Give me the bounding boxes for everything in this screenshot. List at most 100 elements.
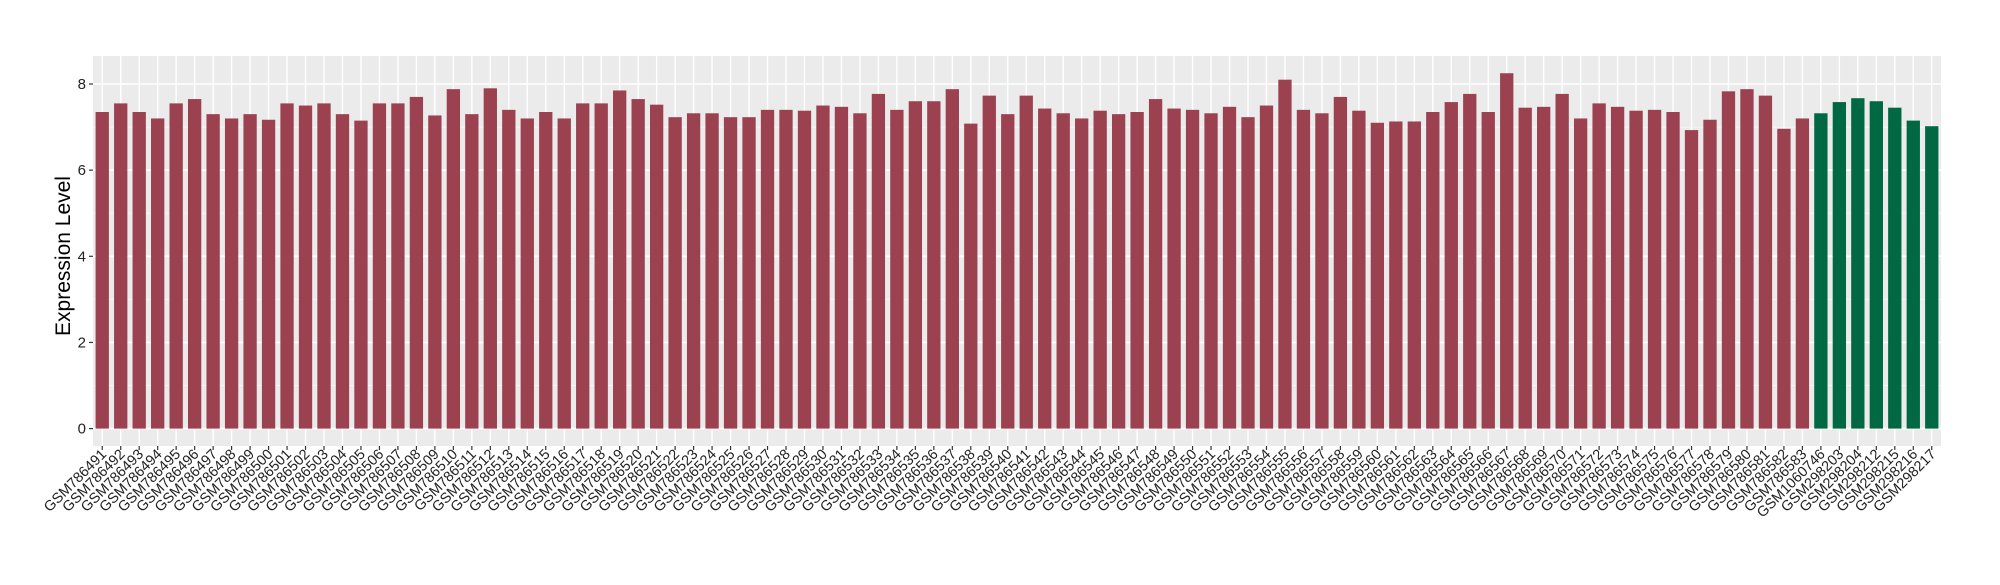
bar-GSM786528 — [779, 109, 793, 429]
bar-GSM298216 — [1906, 120, 1920, 429]
bar-GSM786581 — [1758, 95, 1773, 429]
x-axis: GSM786491GSM786492GSM786493GSM786494GSM7… — [41, 446, 1940, 521]
bar-GSM786539 — [982, 95, 996, 429]
bar-GSM786520 — [631, 99, 645, 429]
bar-GSM786552 — [1222, 106, 1237, 429]
bar-GSM786491 — [95, 111, 109, 429]
y-tick-label: 8 — [78, 76, 86, 93]
bar-GSM786570 — [1555, 93, 1569, 429]
bar-GSM786499 — [243, 114, 257, 429]
bar-GSM786526 — [742, 117, 756, 429]
bar-GSM786501 — [280, 103, 294, 429]
bar-GSM786505 — [354, 120, 368, 429]
bar-GSM786500 — [261, 119, 276, 429]
bar-GSM298212 — [1869, 101, 1883, 429]
bar-GSM786568 — [1518, 107, 1532, 429]
bar-GSM786519 — [613, 90, 627, 429]
bar-GSM786527 — [760, 109, 775, 429]
bar-GSM786579 — [1721, 91, 1736, 429]
bar-GSM786557 — [1315, 113, 1329, 429]
bar-GSM298204 — [1851, 98, 1865, 429]
bar-GSM1060746 — [1814, 113, 1828, 429]
bar-GSM786558 — [1333, 96, 1348, 429]
bar-GSM786561 — [1389, 121, 1403, 429]
bar-GSM786583 — [1795, 118, 1810, 429]
y-axis: 0 2 4 6 8 — [78, 76, 93, 438]
bar-GSM786494 — [151, 118, 165, 429]
bar-GSM786524 — [705, 113, 719, 429]
bar-GSM786534 — [890, 109, 904, 429]
bar-GSM786508 — [409, 96, 424, 429]
bar-GSM786503 — [317, 103, 331, 429]
bar-GSM786533 — [871, 93, 886, 429]
bar-GSM786497 — [206, 114, 220, 429]
bar-GSM786522 — [668, 117, 682, 429]
bar-GSM786566 — [1481, 111, 1495, 429]
bar-GSM786498 — [224, 118, 239, 429]
bar-GSM786504 — [335, 114, 350, 429]
bar-GSM786518 — [594, 103, 608, 429]
bar-GSM786513 — [502, 109, 516, 429]
bar-GSM786544 — [1075, 118, 1089, 429]
bars — [95, 73, 1939, 429]
bar-GSM786567 — [1500, 73, 1514, 429]
bar-GSM786577 — [1684, 130, 1699, 429]
bar-GSM786562 — [1407, 121, 1421, 429]
bar-GSM786550 — [1185, 109, 1200, 429]
bar-GSM786502 — [298, 105, 313, 429]
bar-GSM786530 — [816, 105, 830, 429]
bar-GSM786543 — [1056, 113, 1070, 429]
bar-GSM786554 — [1259, 105, 1274, 429]
bar-GSM786563 — [1426, 111, 1440, 429]
bar-GSM786507 — [391, 103, 405, 429]
bar-GSM786572 — [1592, 103, 1606, 429]
bar-GSM786575 — [1647, 109, 1662, 429]
bar-GSM786538 — [964, 123, 978, 429]
bar-GSM786578 — [1703, 119, 1717, 429]
y-axis-title: Expression Level — [52, 176, 75, 336]
bar-GSM786516 — [557, 118, 571, 429]
bar-GSM786548 — [1148, 99, 1163, 429]
bar-GSM786553 — [1241, 117, 1255, 429]
bar-GSM786555 — [1278, 79, 1292, 429]
bar-GSM786537 — [945, 89, 959, 429]
bar-GSM786571 — [1573, 118, 1588, 429]
y-tick-label: 4 — [78, 248, 86, 265]
bar-GSM786535 — [908, 101, 923, 429]
bar-GSM786509 — [428, 115, 442, 429]
bar-GSM786493 — [132, 111, 146, 429]
bar-GSM786506 — [372, 103, 387, 429]
bar-GSM786546 — [1111, 114, 1126, 429]
bar-GSM786531 — [834, 106, 849, 429]
bar-GSM786511 — [465, 114, 479, 429]
bar-GSM786580 — [1740, 89, 1754, 429]
bar-GSM298215 — [1888, 107, 1902, 429]
bar-GSM786556 — [1296, 109, 1311, 429]
bar-GSM786540 — [1001, 114, 1015, 429]
bar-GSM786582 — [1777, 128, 1791, 429]
bar-GSM786515 — [539, 111, 553, 429]
bar-GSM298217 — [1925, 126, 1939, 429]
bar-GSM786576 — [1666, 111, 1680, 429]
bar-GSM786512 — [483, 88, 497, 429]
bar-GSM786547 — [1130, 111, 1144, 429]
bar-GSM786545 — [1093, 110, 1107, 429]
bar-GSM298203 — [1832, 102, 1847, 429]
bar-GSM786532 — [853, 113, 867, 429]
y-tick-label: 2 — [78, 334, 86, 351]
bar-GSM786559 — [1352, 110, 1366, 429]
bar-GSM786551 — [1204, 113, 1218, 429]
bar-GSM786510 — [446, 89, 461, 429]
bar-GSM786523 — [686, 113, 701, 429]
bar-GSM786541 — [1019, 95, 1033, 429]
bar-GSM786514 — [520, 118, 534, 429]
bar-GSM786521 — [649, 104, 664, 429]
bar-GSM786564 — [1444, 102, 1458, 429]
bar-GSM786542 — [1038, 108, 1052, 429]
bar-GSM786525 — [723, 117, 738, 429]
bar-GSM786574 — [1629, 110, 1643, 429]
bar-GSM786569 — [1537, 106, 1551, 429]
bar-GSM786536 — [927, 101, 941, 429]
plot-panel — [93, 56, 1941, 446]
